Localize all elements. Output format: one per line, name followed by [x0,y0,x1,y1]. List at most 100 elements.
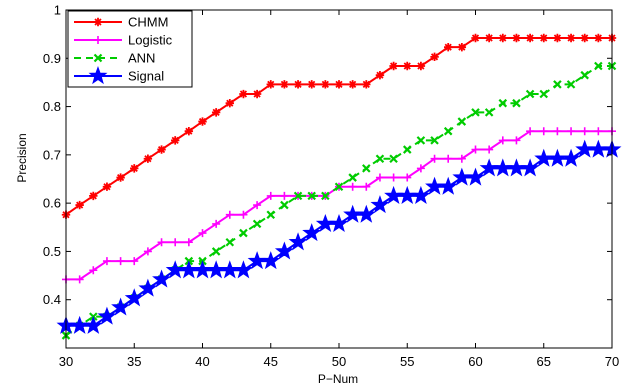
data-point [444,154,453,163]
data-point [580,70,589,80]
data-point [553,80,562,89]
data-point [225,210,234,219]
data-point [553,33,562,43]
data-point [389,154,398,163]
data-point [321,191,330,201]
data-point [512,136,521,145]
data-point [512,98,521,108]
data-point [329,213,349,232]
data-point [130,164,139,173]
data-point [362,182,371,191]
data-point [411,185,431,204]
x-tick-label: 65 [537,354,551,369]
data-point [266,210,276,220]
series-signal [56,139,622,334]
data-point [116,173,125,182]
data-point [83,315,103,334]
data-point [225,98,234,108]
data-point [348,173,357,182]
data-point [375,173,384,182]
legend-marker [94,36,102,44]
legend-label: Signal [128,69,164,84]
data-point [512,33,521,43]
data-point [143,247,152,256]
data-point [348,80,357,89]
data-point [171,238,180,247]
data-point [89,191,98,201]
data-point [520,158,540,177]
y-tick-label: 0.4 [43,292,61,307]
data-point [293,80,303,89]
data-point [389,61,398,71]
data-point [594,61,603,71]
data-point [443,126,453,136]
data-point [525,89,535,99]
data-point [457,154,466,163]
data-point [471,108,480,117]
data-point [553,127,562,136]
legend-marker [93,17,103,27]
data-point [471,145,480,154]
y-tick-label: 0.7 [43,147,61,162]
data-point [471,33,480,43]
x-tick-label: 60 [468,354,482,369]
plot-layer [56,10,622,348]
data-point [157,238,166,247]
data-point [280,191,289,200]
data-point [362,164,371,173]
data-point [288,232,308,251]
data-point [233,260,253,279]
legend-box [67,10,193,88]
data-point [389,173,398,182]
data-point [430,136,439,145]
data-point [307,191,316,201]
legend-item-logistic: Logistic [74,33,173,48]
data-point [457,42,467,52]
data-point [375,154,385,163]
data-point [525,33,535,43]
legend-marker [88,66,108,85]
data-point [416,61,426,71]
legend-label: Logistic [128,33,173,48]
data-point [430,154,439,163]
data-point [430,52,439,62]
y-tick-label: 0.6 [43,196,61,211]
data-point [402,145,412,154]
data-point [102,257,111,266]
data-point [75,200,84,210]
data-point [198,229,207,238]
data-point [444,42,453,52]
data-point [580,33,589,43]
data-point [580,127,589,136]
data-point [567,127,576,136]
data-point [111,297,131,316]
data-point [348,182,357,191]
y-tick-label: 0.5 [43,244,61,259]
data-point [280,80,289,89]
data-point [130,257,139,266]
x-tick-label: 45 [264,354,278,369]
data-point [375,70,385,80]
data-point [157,145,166,154]
data-point [116,257,125,266]
data-point [566,80,576,89]
data-point [252,89,262,99]
data-point [526,127,535,136]
data-point [539,127,548,136]
data-point [102,182,112,191]
data-point [266,191,275,200]
data-point [184,127,194,136]
y-axis-label: Precision [15,133,29,182]
data-point [138,278,158,297]
data-point [280,200,289,210]
data-point [416,136,426,145]
data-point [212,219,221,228]
data-point [438,176,458,195]
data-point [75,275,84,284]
y-tick-label: 0.8 [43,99,61,114]
data-point [152,269,172,288]
data-point [334,80,344,89]
legend-item-signal: Signal [74,66,164,85]
data-point [457,117,467,126]
